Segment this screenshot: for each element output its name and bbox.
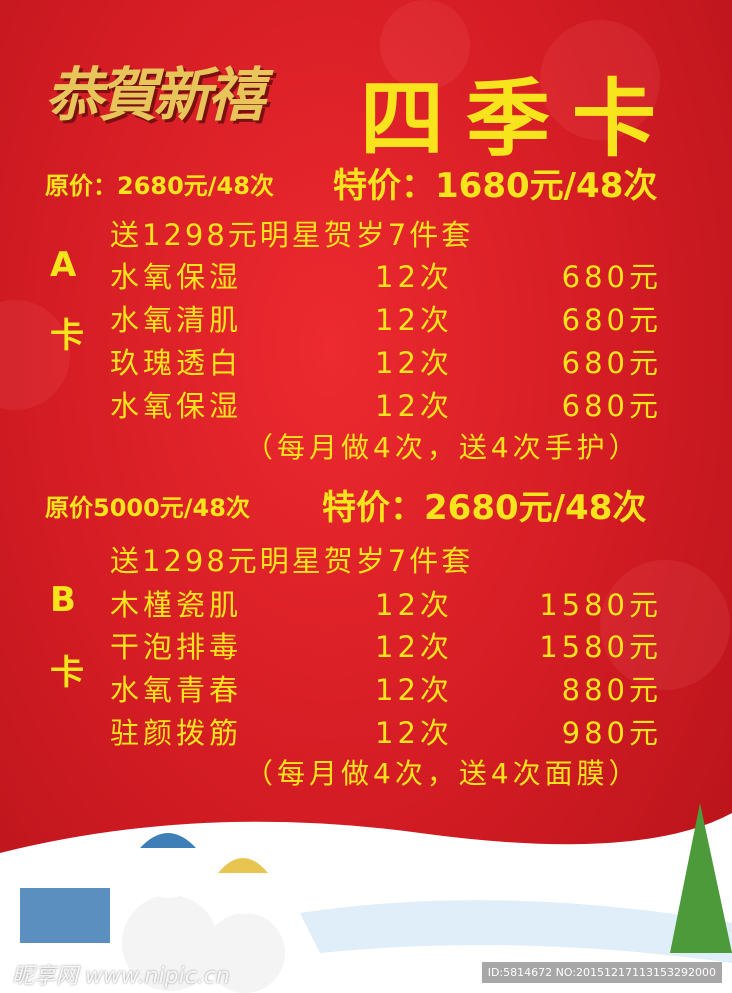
item-count: 12次 [375, 303, 453, 337]
item-count: 12次 [375, 260, 453, 294]
item-price: 880元 [561, 673, 662, 707]
card-a-letter: A [50, 245, 77, 285]
card-a-note: （每月做4次，送4次手护） [245, 431, 641, 464]
item-name: 水氧青春 [110, 673, 243, 707]
card-a-special-price: 特价：1680元/48次 [333, 166, 658, 206]
item-price: 680元 [561, 346, 662, 380]
item-count: 12次 [375, 389, 453, 423]
item-name: 干泡排毒 [110, 630, 243, 664]
item-count: 12次 [375, 673, 453, 707]
item-price: 1580元 [539, 588, 662, 622]
item-count: 12次 [375, 716, 453, 750]
watermark-site: 昵享网 www.nipic.cn [12, 964, 230, 989]
greeting-logo: 恭賀新禧 [45, 61, 265, 129]
watermark-id: ID:5814672 NO:20151217113153292000 [481, 962, 722, 983]
item-name: 水氧保湿 [110, 389, 243, 423]
item-name: 驻颜拨筋 [110, 716, 243, 750]
card-b-special-price: 特价：2680元/48次 [322, 488, 647, 528]
item-price: 680元 [561, 303, 662, 337]
item-price: 680元 [561, 260, 662, 294]
item-name: 水氧清肌 [110, 303, 243, 337]
item-name: 木槿瓷肌 [110, 588, 243, 622]
page-title: 四季卡 [360, 70, 679, 168]
item-name: 水氧保湿 [110, 260, 243, 294]
item-count: 12次 [375, 630, 453, 664]
item-price: 980元 [561, 716, 662, 750]
card-b-label: 卡 [50, 653, 84, 693]
card-b-note: （每月做4次，送4次面膜） [245, 757, 641, 790]
card-b-gift: 送1298元明星贺岁7件套 [110, 544, 474, 578]
card-a-gift: 送1298元明星贺岁7件套 [110, 218, 474, 252]
item-count: 12次 [375, 588, 453, 622]
item-price: 1580元 [539, 630, 662, 664]
item-name: 玖瑰透白 [110, 346, 243, 380]
card-a-original-price: 原价：2680元/48次 [45, 172, 274, 200]
card-b-original-price: 原价5000元/48次 [45, 494, 250, 522]
card-b-letter: B [50, 580, 76, 620]
item-price: 680元 [561, 389, 662, 423]
snow-scene-illustration [0, 803, 732, 993]
item-count: 12次 [375, 346, 453, 380]
card-a-label: 卡 [50, 316, 84, 356]
